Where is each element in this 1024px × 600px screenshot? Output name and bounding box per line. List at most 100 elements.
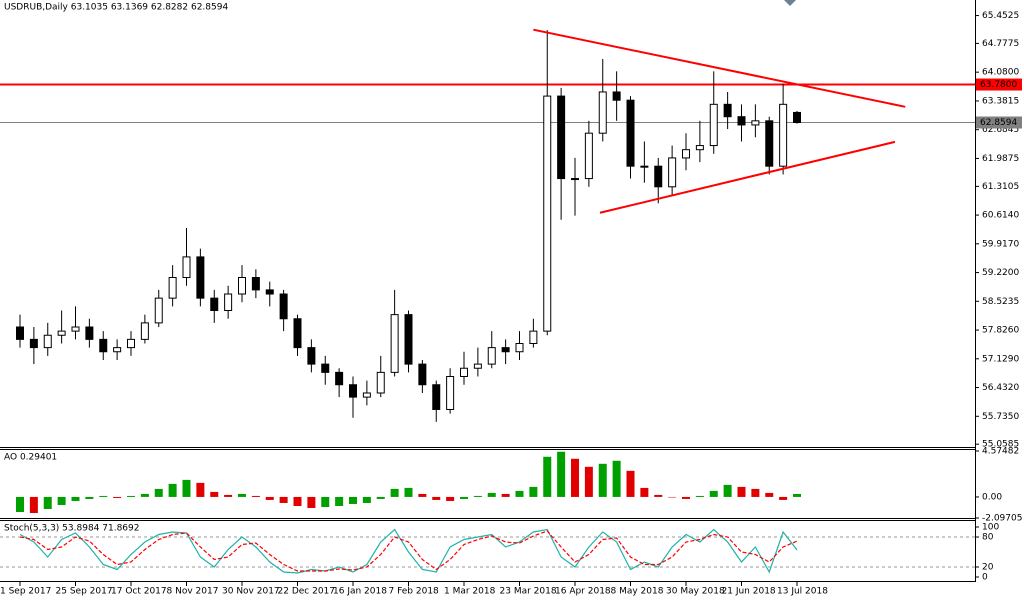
x-tick-label: 1 Sep 2017 bbox=[0, 587, 51, 597]
ao-bar bbox=[779, 496, 788, 500]
x-tick-label: 8 Nov 2017 bbox=[167, 587, 219, 597]
candle-body bbox=[251, 277, 260, 291]
ao-bar bbox=[501, 493, 510, 497]
ao-bar bbox=[695, 495, 704, 497]
y-tick-label: 63.3815 bbox=[982, 96, 1019, 106]
y-tick-label: 55.0585 bbox=[982, 440, 1019, 450]
y-tick-label: 64.7775 bbox=[982, 39, 1019, 49]
ao-bar bbox=[71, 496, 80, 501]
candle-body bbox=[321, 363, 330, 373]
ao-bar bbox=[57, 496, 66, 505]
ao-bar bbox=[251, 495, 260, 497]
ao-bar bbox=[362, 496, 371, 503]
candle-body bbox=[196, 256, 205, 299]
ao-bar bbox=[529, 486, 538, 497]
ao-bar bbox=[765, 492, 774, 497]
ao-bar bbox=[43, 496, 52, 509]
ao-bar bbox=[557, 451, 566, 497]
ao-bar bbox=[335, 496, 344, 506]
y-tick-label: 55.7350 bbox=[982, 412, 1019, 422]
ao-bar bbox=[473, 495, 482, 497]
ao-bar bbox=[571, 458, 579, 497]
x-tick-label: 16 Jan 2018 bbox=[333, 587, 387, 597]
candle-body bbox=[279, 293, 288, 320]
candle-body bbox=[598, 91, 607, 134]
candle-body bbox=[640, 165, 649, 168]
ao-bar bbox=[668, 496, 677, 498]
stoch-title: Stoch(5,3,3) 53.8984 71.8692 bbox=[4, 524, 139, 534]
candle-body bbox=[473, 363, 482, 369]
candle-body bbox=[682, 149, 690, 159]
candle-body bbox=[695, 145, 704, 151]
candle-body bbox=[293, 318, 302, 349]
candle-body bbox=[612, 91, 621, 101]
candle-body bbox=[349, 384, 357, 398]
candle-body bbox=[43, 334, 52, 349]
ao-title: AO 0.29401 bbox=[4, 453, 57, 463]
candle-body bbox=[543, 95, 552, 332]
candle-body bbox=[307, 347, 316, 365]
candle-body bbox=[737, 116, 746, 126]
ao-bar bbox=[29, 496, 38, 514]
y-tick-label: 57.1290 bbox=[982, 354, 1019, 364]
ao-bar bbox=[99, 495, 108, 497]
y-tick-label: 62.6845 bbox=[982, 125, 1019, 135]
ao-bar bbox=[598, 463, 607, 497]
y-tick-label: 58.5235 bbox=[982, 297, 1019, 307]
ao-bar bbox=[446, 496, 455, 501]
x-tick-label: 30 May 2018 bbox=[666, 587, 725, 597]
x-tick-label: 8 May 2018 bbox=[611, 587, 664, 597]
ao-bar bbox=[654, 494, 663, 497]
y-tick-label: 60.6140 bbox=[982, 211, 1019, 221]
ao-bar bbox=[224, 494, 233, 497]
y-tick-label: 56.4320 bbox=[982, 383, 1019, 393]
y-tick-label: 4.57482 bbox=[982, 447, 1019, 457]
ao-bar bbox=[418, 493, 427, 497]
x-tick-label: 17 Oct 2017 bbox=[111, 587, 167, 597]
candle-body bbox=[668, 157, 677, 188]
candle-body bbox=[71, 326, 80, 332]
ao-bar bbox=[85, 496, 94, 499]
candle-body bbox=[515, 342, 524, 353]
x-tick-label: 13 Jul 2018 bbox=[777, 587, 828, 597]
level-label: 62.8594 bbox=[980, 118, 1017, 128]
y-tick-label: 61.3105 bbox=[982, 182, 1019, 192]
candle-body bbox=[154, 297, 163, 324]
candle-body bbox=[446, 375, 455, 410]
ao-bar bbox=[626, 470, 635, 497]
x-tick-label: 7 Feb 2018 bbox=[389, 587, 440, 597]
y-tick-label: 100 bbox=[982, 523, 999, 533]
candle-body bbox=[99, 338, 108, 353]
candle-body bbox=[418, 363, 427, 386]
candle-body bbox=[168, 277, 177, 299]
ao-bar bbox=[321, 496, 330, 507]
ao-bar bbox=[543, 456, 552, 497]
y-tick-label: -2.09705 bbox=[982, 514, 1022, 524]
candle-body bbox=[626, 99, 635, 167]
candle-body bbox=[723, 103, 732, 118]
ao-bar bbox=[238, 493, 246, 497]
candle-body bbox=[127, 338, 135, 349]
trendline bbox=[599, 140, 896, 214]
candle-body bbox=[16, 326, 24, 340]
candle-body bbox=[529, 330, 538, 344]
candle-body bbox=[793, 111, 801, 123]
y-tick-label: 65.4525 bbox=[982, 11, 1019, 21]
ao-bar bbox=[682, 496, 690, 499]
candle-body bbox=[584, 132, 593, 180]
candle-body bbox=[487, 347, 496, 365]
candle-body bbox=[709, 103, 718, 147]
y-tick-label: 59.2200 bbox=[982, 268, 1019, 278]
ao-bar bbox=[432, 496, 441, 500]
ao-bar bbox=[140, 493, 149, 497]
candle-body bbox=[57, 330, 66, 336]
ao-bar bbox=[196, 482, 205, 497]
ao-bar bbox=[515, 490, 524, 497]
y-tick-label: 59.9170 bbox=[982, 239, 1019, 249]
candle-body bbox=[460, 367, 468, 377]
candle-body bbox=[404, 314, 413, 365]
candle-body bbox=[779, 103, 788, 167]
ao-bar bbox=[376, 496, 385, 499]
ao-bar bbox=[168, 483, 177, 497]
